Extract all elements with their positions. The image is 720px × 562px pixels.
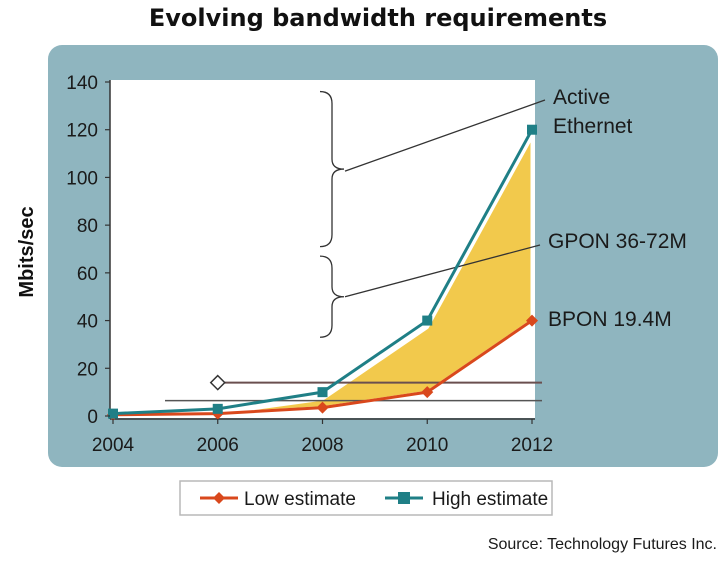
high-estimate-point: [422, 315, 433, 326]
source-note: Source: Technology Futures Inc.: [488, 536, 717, 553]
x-tick-label: 2008: [301, 435, 343, 456]
legend-low-marker: [213, 492, 225, 504]
reference-diamond-marker: [209, 374, 226, 391]
high-estimate-point: [108, 408, 118, 419]
tick-labels: 0 20 40 60 80 100 120 140 2004 2006 2008 2010 2012: [66, 73, 553, 456]
x-tick-label: 2012: [511, 435, 553, 456]
high-estimate-point: [317, 387, 328, 398]
legend: Low estimate High estimate: [179, 480, 553, 516]
y-tick-label: 80: [77, 216, 98, 237]
y-tick-label: 120: [66, 121, 98, 142]
series: [107, 124, 538, 421]
active-ethernet-leader: [344, 99, 546, 172]
legend-high-marker: [398, 492, 410, 504]
low-estimate-point: [421, 386, 434, 399]
y-tick-label: 140: [66, 73, 98, 94]
x-tick-label: 2004: [92, 435, 135, 456]
y-tick-label: 20: [77, 359, 98, 380]
annotations: Active Ethernet GPON 36-72M BPON 19.4M: [165, 86, 687, 402]
gpon-label-line-1: GPON 36-72M: [548, 230, 687, 253]
high-estimate-point: [212, 403, 223, 414]
y-axis-title: Mbits/sec: [16, 206, 38, 297]
active-ethernet-label-line-2: Ethernet: [553, 115, 633, 138]
chart-title: Evolving bandwidth requirements: [149, 4, 607, 32]
y-tick-label: 40: [77, 312, 98, 333]
high-estimate-point: [527, 124, 537, 135]
active-ethernet-label-line-1: Active: [553, 86, 610, 109]
bpon-label-line-1: BPON 19.4M: [548, 308, 672, 331]
active-ethernet-brace: [319, 90, 345, 248]
y-tick-label: 60: [77, 264, 98, 285]
low-estimate-point: [316, 401, 329, 414]
x-tick-label: 2006: [197, 435, 239, 456]
gpon-brace: [319, 255, 345, 338]
y-tick-label: 0: [87, 407, 98, 428]
legend-low-label: Low estimate: [244, 489, 356, 510]
legend-box: [179, 480, 553, 516]
gpon-leader: [344, 244, 541, 298]
low-estimate-point: [526, 314, 538, 327]
legend-high-label: High estimate: [432, 489, 548, 510]
x-tick-label: 2010: [406, 435, 448, 456]
y-tick-label: 100: [66, 168, 98, 189]
